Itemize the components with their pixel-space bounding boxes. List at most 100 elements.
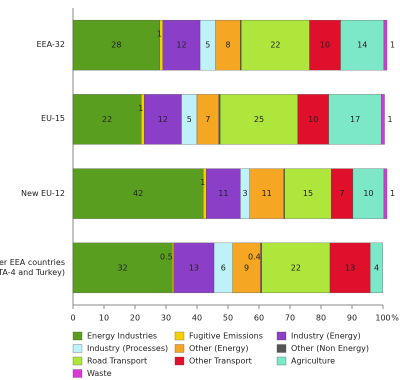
y-tick-label: Other EEA countries (EFTA-4 and Turkey) (0, 257, 65, 277)
legend-swatch (276, 344, 287, 353)
legend-label: Waste (87, 369, 112, 378)
bar-segment (72, 94, 142, 145)
data-label: 5 (187, 115, 192, 124)
data-label: 11 (218, 189, 228, 198)
data-label: 10 (320, 41, 330, 50)
data-label: 8 (225, 41, 230, 50)
data-label: 4 (374, 263, 379, 272)
bar-segment (241, 19, 310, 71)
x-tick-label: 0 (70, 314, 75, 323)
bar-segment (218, 94, 221, 145)
x-tick-label: 50 (223, 314, 233, 323)
bar-segment (284, 168, 332, 219)
data-label: 22 (291, 263, 301, 272)
legend-label: Industry (Processes) (87, 344, 168, 353)
data-label: 3 (243, 189, 248, 198)
legend-swatch (276, 356, 287, 366)
x-axis-label: % (391, 314, 399, 323)
bar-segment (383, 19, 388, 71)
legend-label: Energy Industries (87, 332, 157, 341)
data-label: 22 (102, 115, 112, 124)
legend-swatch (174, 344, 185, 353)
legend-swatch (174, 356, 185, 366)
bar-segment (215, 19, 241, 71)
legend-swatch (72, 331, 83, 341)
x-tick-label: 90 (347, 314, 357, 323)
bar-segment (72, 168, 204, 219)
data-label: 0.5 (160, 252, 173, 261)
bar-segment (260, 242, 262, 294)
data-label: 12 (158, 115, 168, 124)
x-tick-label: 70 (285, 314, 295, 323)
data-label: 13 (345, 263, 355, 272)
data-label: 28 (111, 41, 121, 50)
legend-label: Road Transport (87, 357, 147, 366)
bar-segment (352, 168, 385, 219)
bar-segment (159, 19, 164, 71)
legend-label: Industry (Energy) (291, 332, 361, 341)
data-label: 1 (157, 30, 162, 39)
bar-segment (203, 168, 207, 219)
x-tick-label: 40 (192, 314, 202, 323)
data-label: 15 (303, 189, 313, 198)
bar-segment (141, 94, 145, 145)
data-label: 22 (270, 41, 280, 50)
data-label: 1 (390, 41, 395, 50)
bar-segment (261, 242, 331, 294)
bar-segment (72, 19, 160, 71)
bar-segment (162, 19, 201, 71)
legend-swatch (72, 356, 83, 366)
legend-label: Agriculture (291, 357, 335, 366)
bar-segment (383, 168, 388, 219)
bar-segment (206, 168, 241, 219)
data-label: 13 (189, 263, 199, 272)
data-label: 11 (262, 189, 272, 198)
x-tick-label: 100 (375, 314, 390, 323)
data-label: 42 (133, 189, 143, 198)
bar-segment (370, 242, 383, 294)
legend-swatch (72, 344, 83, 353)
data-label: 17 (350, 115, 360, 124)
y-tick-label: EU-15 (41, 114, 65, 124)
data-label: 1 (390, 189, 395, 198)
data-label: 7 (205, 115, 210, 124)
data-label: 7 (340, 189, 345, 198)
data-label: 1 (200, 178, 205, 187)
y-tick-label: EEA-32 (36, 40, 65, 50)
bar-segment (144, 94, 182, 145)
data-label: 5 (205, 41, 210, 50)
bar-segment (173, 242, 215, 294)
legend-label: Other (Energy) (189, 344, 249, 353)
x-tick-label: 20 (130, 314, 140, 323)
bar-segment (329, 242, 371, 294)
data-label: 9 (244, 263, 249, 272)
legend-swatch (72, 369, 83, 378)
bar-segment (172, 242, 174, 294)
data-label: 32 (118, 263, 128, 272)
bar-segment (328, 94, 382, 145)
data-label: 6 (221, 263, 226, 272)
legend-label: Other Transport (189, 357, 252, 366)
data-label: 25 (254, 115, 264, 124)
x-tick-label: 80 (316, 314, 326, 323)
bar-segment (381, 94, 385, 145)
legend-label: Fugitive Emissions (189, 332, 263, 341)
bar-segment (309, 19, 341, 71)
data-label: 1 (388, 115, 393, 124)
x-tick-label: 60 (254, 314, 264, 323)
data-label: 1 (138, 104, 143, 113)
legend-swatch (276, 331, 287, 341)
bar-segment (249, 168, 284, 219)
x-tick-label: 10 (99, 314, 109, 323)
bar-segment (297, 94, 329, 145)
y-tick-label: New EU-12 (21, 188, 65, 198)
legend-label: Other (Non Energy) (291, 344, 369, 353)
bar-segment (220, 94, 298, 145)
data-label: 12 (176, 41, 186, 50)
x-tick-label: 30 (161, 314, 171, 323)
data-label: 0.4 (248, 252, 261, 261)
legend-swatch (174, 331, 185, 341)
bar-segment (340, 19, 385, 71)
